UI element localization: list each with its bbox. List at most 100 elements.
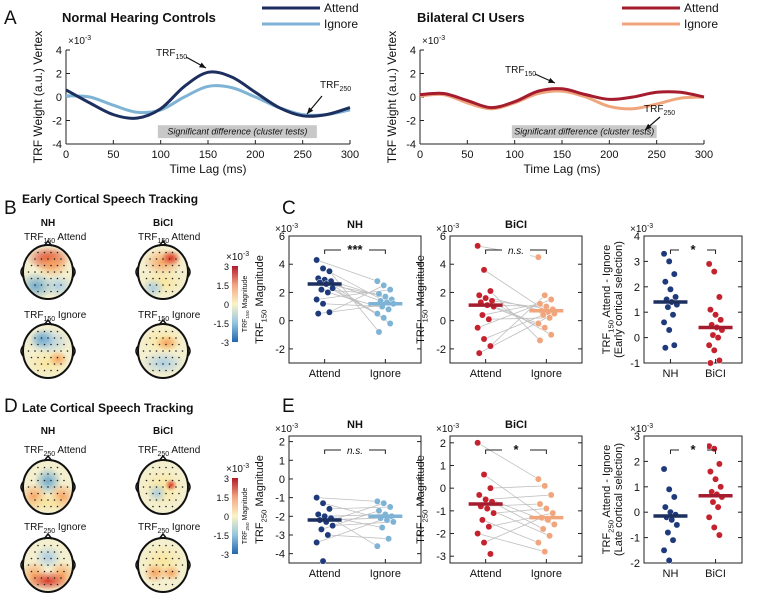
exponent-label: ×10-3	[422, 35, 445, 47]
electrode	[175, 350, 177, 352]
pair-line	[329, 506, 391, 510]
activation-blob	[28, 571, 68, 591]
chart-C-NH: -2 0 2 4 6×10-3 Attend Ignore NH TRF150 Magnitud…	[254, 219, 422, 380]
significance-bar	[511, 125, 657, 139]
data-point	[546, 314, 554, 322]
col-bici-label: BiCI	[153, 426, 173, 437]
nose	[158, 532, 168, 540]
electrode	[175, 284, 177, 286]
electrode	[145, 570, 148, 573]
data-point	[705, 341, 713, 349]
x-axis-label: Time Lag (ms)	[524, 162, 601, 176]
electrode	[152, 330, 154, 333]
electrode	[50, 466, 52, 469]
data-point	[475, 291, 483, 299]
activation-blob	[28, 493, 68, 513]
y-axis-label: TRF Weight (a.u.) Vertex	[385, 31, 399, 164]
panel-label-C: C	[282, 198, 296, 219]
electrode	[56, 264, 59, 267]
data-point	[715, 357, 723, 364]
electrode	[158, 369, 161, 372]
x-tick-label: 50	[107, 149, 119, 161]
pair-line	[483, 314, 544, 340]
colorbar-tick: -1.5	[213, 531, 229, 541]
electrode	[168, 486, 171, 488]
activation-blob	[147, 483, 167, 503]
pair-line	[332, 521, 394, 527]
data-point	[389, 518, 397, 526]
electrode	[34, 337, 36, 339]
pair-line	[327, 534, 389, 540]
chart-title: BiCI	[505, 219, 527, 231]
data-point	[660, 318, 668, 326]
electrode	[43, 492, 46, 495]
electrode	[43, 505, 46, 508]
electrode	[175, 577, 177, 579]
data-point	[386, 320, 394, 327]
electrode	[53, 577, 56, 579]
data-point	[709, 498, 717, 506]
axes-box	[643, 435, 743, 564]
electrode	[181, 350, 184, 352]
data-point	[380, 499, 388, 507]
electrode	[162, 284, 164, 286]
electrode	[165, 277, 167, 280]
electrode	[47, 473, 49, 475]
electrode	[181, 564, 184, 566]
y-axis-label: TRF250 Attend - Ignore	[601, 445, 615, 554]
data-point	[673, 521, 681, 529]
data-point	[474, 530, 482, 537]
head-outline	[137, 537, 189, 593]
pair-line	[329, 285, 384, 313]
panel-label-D: D	[4, 396, 18, 417]
electrode	[60, 473, 62, 475]
data-point	[480, 471, 488, 479]
electrode	[43, 356, 46, 359]
electrode	[165, 330, 167, 333]
electrode	[66, 271, 69, 273]
data-point	[486, 287, 494, 295]
electrode	[142, 271, 145, 273]
data-point	[547, 331, 555, 339]
electrode	[168, 271, 171, 273]
electrode	[30, 479, 33, 482]
electrode	[60, 337, 62, 339]
chart-title: Normal Hearing Controls	[62, 10, 216, 25]
data-point	[325, 267, 333, 275]
electrode	[53, 499, 56, 501]
x-tick-label: 0	[63, 149, 69, 161]
right-ear	[72, 559, 76, 571]
electrode	[43, 251, 46, 254]
x-tick-label: 150	[199, 149, 217, 161]
electrode	[155, 577, 158, 579]
electrode	[50, 557, 52, 560]
x-tick-label: Attend	[309, 568, 341, 580]
data-point	[486, 550, 494, 558]
exponent-label: ×10-3	[436, 423, 459, 435]
electrode	[152, 264, 154, 267]
electrode	[165, 251, 167, 254]
electrode	[168, 363, 171, 365]
annotation-trf250: TRF250	[320, 80, 351, 93]
y-tick-label: -1	[275, 493, 285, 505]
right-ear	[187, 481, 191, 493]
axes-box	[449, 235, 583, 364]
electrode	[178, 264, 180, 267]
y-tick-label: -1	[436, 506, 446, 518]
electrode	[40, 271, 43, 273]
nose	[158, 318, 168, 326]
y-tick-label: 2	[56, 69, 62, 81]
electrode	[53, 363, 56, 365]
data-point	[385, 305, 393, 313]
electrode	[162, 551, 164, 553]
electrode	[155, 258, 158, 260]
electrode	[168, 337, 171, 339]
data-point	[474, 439, 482, 447]
electrode	[155, 473, 158, 475]
arrow-trf150-head	[548, 77, 555, 83]
topo-label: TRF150 Attend	[138, 232, 200, 245]
electrode	[63, 277, 65, 280]
electrode	[27, 350, 30, 352]
data-point	[319, 557, 327, 565]
